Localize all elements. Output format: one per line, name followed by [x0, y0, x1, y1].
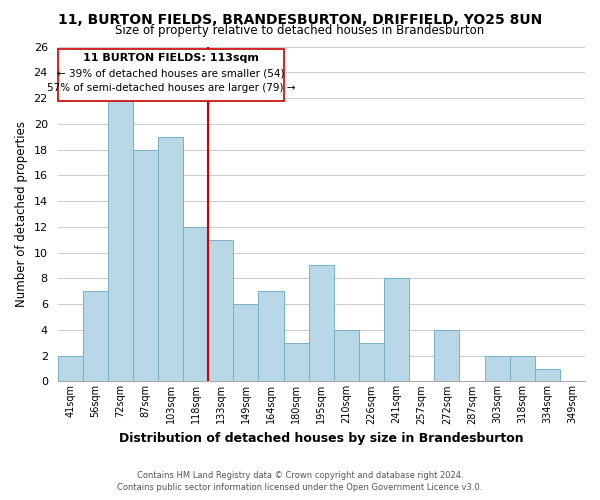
Text: Contains HM Land Registry data © Crown copyright and database right 2024.
Contai: Contains HM Land Registry data © Crown c… [118, 471, 482, 492]
Text: 11, BURTON FIELDS, BRANDESBURTON, DRIFFIELD, YO25 8UN: 11, BURTON FIELDS, BRANDESBURTON, DRIFFI… [58, 12, 542, 26]
FancyBboxPatch shape [58, 49, 284, 100]
Text: 57% of semi-detached houses are larger (79) →: 57% of semi-detached houses are larger (… [47, 83, 295, 93]
Bar [384, 278, 409, 382]
Bar [284, 342, 309, 382]
Bar [509, 356, 535, 382]
Text: Size of property relative to detached houses in Brandesburton: Size of property relative to detached ho… [115, 24, 485, 37]
Bar [158, 136, 183, 382]
Bar [208, 240, 233, 382]
Text: 11 BURTON FIELDS: 113sqm: 11 BURTON FIELDS: 113sqm [83, 53, 259, 63]
Bar [58, 356, 83, 382]
Bar [485, 356, 509, 382]
Y-axis label: Number of detached properties: Number of detached properties [15, 121, 28, 307]
Bar [309, 266, 334, 382]
Bar [183, 227, 208, 382]
Bar [359, 342, 384, 382]
Bar [535, 368, 560, 382]
Text: ← 39% of detached houses are smaller (54): ← 39% of detached houses are smaller (54… [58, 68, 285, 78]
X-axis label: Distribution of detached houses by size in Brandesburton: Distribution of detached houses by size … [119, 432, 524, 445]
Bar [133, 150, 158, 382]
Bar [259, 291, 284, 382]
Bar [108, 98, 133, 382]
Bar [233, 304, 259, 382]
Bar [434, 330, 460, 382]
Bar [334, 330, 359, 382]
Bar [83, 291, 108, 382]
